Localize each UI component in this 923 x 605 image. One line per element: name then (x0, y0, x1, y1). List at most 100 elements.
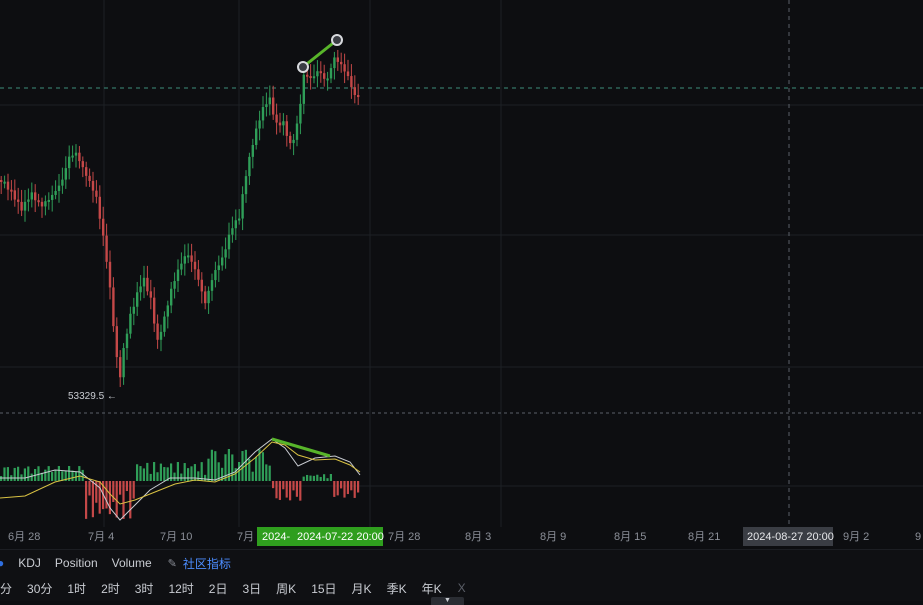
interval-option[interactable]: 12时 (168, 581, 194, 596)
edit-icon[interactable]: ✎ (167, 557, 177, 570)
macd-bar (268, 465, 271, 481)
interval-option[interactable]: 月K (351, 581, 372, 596)
macd-bar (64, 470, 67, 481)
interval-option[interactable]: 30分 (27, 581, 53, 596)
macd-bar (272, 481, 275, 489)
macd-bar (27, 466, 30, 481)
candle-body (129, 313, 132, 334)
chart-area[interactable]: 53329.5 ← 6月 28 7月 4 7月 10 7月 7月 28 8月 3 8月 9 8… (0, 0, 923, 550)
community-indicators-link[interactable]: 社区指标 (182, 556, 231, 571)
crosshair-date-label: 2024-08-27 20:00 (747, 531, 834, 543)
candle-body (309, 76, 312, 79)
macd-divergence-line[interactable] (271, 437, 331, 458)
chevron-down-icon: ▼ (444, 597, 451, 604)
crosshair-date-badge (743, 527, 833, 546)
macd-bar (231, 454, 234, 481)
interval-option[interactable]: 年K (421, 581, 442, 596)
candle-body (125, 333, 129, 349)
candle-body (95, 190, 98, 197)
macd-bar (125, 481, 128, 492)
time-axis-label: 8月 15 (614, 531, 646, 543)
macd-bar (153, 462, 156, 481)
macd-bar (122, 481, 125, 519)
macd-bar (173, 472, 176, 481)
candle-body (54, 190, 57, 195)
candle-body (20, 201, 23, 211)
interval-option[interactable]: 3日 (242, 581, 262, 596)
indicator-position[interactable]: Position (54, 556, 98, 570)
macd-bar (23, 468, 26, 481)
macd-bar (306, 474, 309, 481)
macd-bar (166, 467, 169, 481)
price-divergence-line[interactable] (302, 38, 338, 69)
macd-bar (3, 467, 6, 481)
candle-body (40, 201, 44, 207)
candle-body (187, 255, 190, 258)
candle-body (346, 71, 350, 77)
interval-option[interactable]: 季K (386, 581, 407, 596)
candle-body (57, 185, 61, 191)
indicator-volume[interactable]: Volume (111, 556, 152, 570)
time-axis: 6月 28 7月 4 7月 10 7月 7月 28 8月 3 8月 9 8月 15 8月 21 9… (8, 531, 921, 543)
candle-body (34, 192, 37, 201)
candle-body (316, 71, 319, 77)
macd-bar (340, 481, 343, 489)
macd-bar (71, 470, 74, 481)
macd-bar (275, 481, 278, 499)
interval-option[interactable]: 分 (0, 581, 13, 596)
close-icon[interactable]: X (457, 581, 466, 595)
candle-body (108, 261, 112, 288)
interval-option[interactable]: 3时 (134, 581, 154, 596)
candle-body (207, 290, 210, 304)
candle-body (156, 323, 159, 340)
candle-body (183, 256, 186, 264)
interval-option[interactable]: 2日 (208, 581, 228, 596)
candle-body (295, 123, 299, 140)
interval-option[interactable]: 周K (276, 581, 297, 596)
macd-bar (285, 481, 288, 498)
candle-body (10, 189, 13, 192)
candle-body (343, 64, 346, 72)
macd-bar (234, 468, 237, 481)
candlestick-series (0, 49, 360, 388)
macd-bar (139, 466, 142, 481)
candle-body (319, 71, 322, 74)
candle-body (23, 201, 27, 211)
candle-body (200, 279, 203, 292)
interval-option[interactable]: 15日 (311, 581, 337, 596)
candle-body (6, 181, 10, 190)
interval-option[interactable]: 1时 (67, 581, 87, 596)
candle-body (61, 179, 64, 186)
candle-body (146, 277, 149, 292)
candle-body (115, 326, 118, 358)
macd-bar (207, 458, 210, 481)
divergence-point-start[interactable] (297, 61, 309, 73)
macd-bar (88, 481, 91, 496)
macd-bar (44, 469, 47, 481)
interval-option[interactable]: 2时 (101, 581, 120, 596)
macd-bar (149, 473, 152, 481)
collapse-handle[interactable]: ▼ (431, 597, 464, 605)
candle-body (350, 76, 353, 88)
candle-body (197, 269, 200, 280)
candle-body (323, 73, 326, 79)
candle-body (326, 78, 329, 81)
macd-bar (316, 474, 319, 481)
macd-bar (98, 481, 101, 514)
price-chart[interactable]: 53329.5 ← 6月 28 7月 4 7月 10 7月 7月 28 8月 3 8月 9 8… (0, 0, 923, 550)
candle-body (98, 196, 101, 219)
divergence-point-end[interactable] (331, 34, 343, 46)
candle-body (47, 199, 50, 202)
macd-bar (176, 462, 179, 481)
cursor-date-label: 2024-07-22 20:00 (297, 531, 384, 543)
macd-bar (282, 481, 285, 490)
candle-body (71, 155, 74, 158)
candle-body (224, 249, 227, 258)
candle-body (299, 103, 302, 124)
macd-bar (159, 463, 162, 481)
macd-bar (309, 475, 312, 481)
time-axis-label: 8月 21 (688, 531, 720, 543)
indicator-kdj[interactable]: KDJ (18, 556, 41, 570)
macd-dif-line (0, 438, 361, 521)
candle-body (268, 97, 271, 105)
